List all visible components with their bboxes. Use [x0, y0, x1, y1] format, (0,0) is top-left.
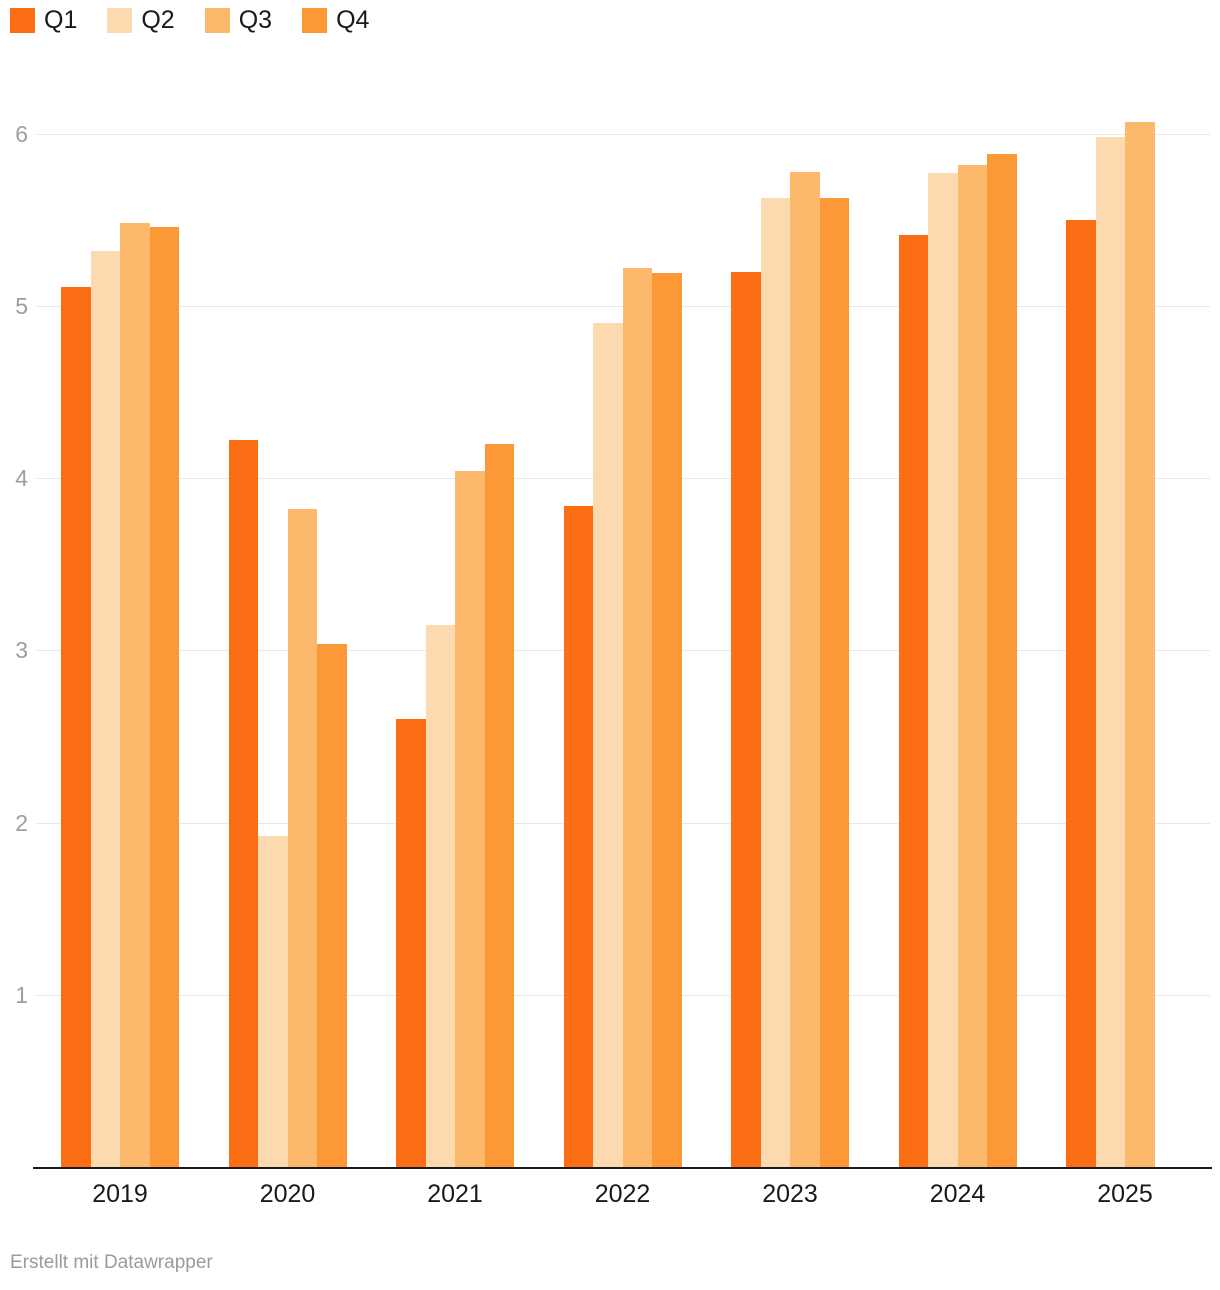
legend-swatch-q4: [302, 8, 328, 33]
legend-label-q1: Q1: [44, 6, 78, 34]
y-tick-label-2: 2: [15, 810, 28, 836]
bar-2023-q2[interactable]: [760, 197, 790, 1167]
legend-label-q4: Q4: [336, 6, 370, 34]
bar-2025-q3[interactable]: [1125, 121, 1155, 1167]
legend-item-q4[interactable]: Q4: [302, 8, 369, 33]
legend-label-q3: Q3: [238, 6, 273, 34]
x-tick-label-2023: 2023: [762, 1180, 818, 1208]
bar-2024-q3[interactable]: [957, 164, 987, 1167]
bar-2020-q2[interactable]: [258, 836, 288, 1167]
legend-swatch-q2: [107, 8, 133, 33]
bar-2021-q4[interactable]: [484, 443, 514, 1167]
legend-swatch-q3: [204, 8, 230, 33]
x-tick-label-2025: 2025: [1097, 1180, 1153, 1208]
bar-2020-q3[interactable]: [287, 509, 317, 1167]
legend-label-q2: Q2: [141, 6, 175, 34]
x-tick-label-2024: 2024: [929, 1180, 986, 1208]
bar-2022-q2[interactable]: [593, 323, 623, 1167]
bar-2025-q2[interactable]: [1095, 137, 1125, 1167]
bar-2020-q1[interactable]: [228, 440, 258, 1167]
bar-2023-q4[interactable]: [819, 197, 849, 1167]
x-axis-line: [33, 1167, 1212, 1169]
x-tick-label-2021: 2021: [427, 1180, 483, 1208]
x-tick-label-2020: 2020: [259, 1180, 316, 1208]
x-tick-label-2022: 2022: [594, 1180, 651, 1208]
legend-swatch-q1: [10, 8, 35, 33]
bar-2021-q1[interactable]: [396, 719, 426, 1167]
chart-legend: Q1 Q2 Q3 Q4: [10, 8, 369, 33]
y-tick-label-6: 6: [15, 121, 28, 147]
bar-2024-q1[interactable]: [898, 235, 928, 1167]
bar-2019-q4[interactable]: [149, 226, 179, 1167]
x-tick-label-2019: 2019: [92, 1180, 148, 1208]
legend-item-q2[interactable]: Q2: [107, 6, 175, 34]
legend-item-q1[interactable]: Q1: [10, 8, 77, 33]
y-tick-label-5: 5: [15, 293, 28, 319]
attribution-text: Erstellt mit Datawrapper: [10, 1252, 213, 1273]
bar-2019-q1[interactable]: [61, 287, 91, 1167]
bar-2023-q3[interactable]: [790, 171, 820, 1167]
bar-2024-q2[interactable]: [928, 173, 958, 1167]
bar-2025-q1[interactable]: [1066, 219, 1096, 1167]
y-tick-label-3: 3: [15, 637, 28, 663]
bar-2019-q3[interactable]: [120, 223, 150, 1167]
legend-item-q3[interactable]: Q3: [204, 6, 273, 34]
bar-2022-q3[interactable]: [622, 268, 652, 1167]
bar-2022-q1[interactable]: [563, 505, 593, 1167]
bar-2021-q2[interactable]: [425, 624, 455, 1167]
bar-2023-q1[interactable]: [731, 271, 761, 1167]
bar-2021-q3[interactable]: [455, 471, 485, 1167]
bar-2020-q4[interactable]: [317, 643, 347, 1167]
bar-2024-q4[interactable]: [987, 154, 1017, 1167]
gridline-6: [36, 134, 1210, 135]
bar-2019-q2[interactable]: [90, 250, 120, 1167]
bar-2022-q4[interactable]: [652, 273, 682, 1167]
y-tick-label-1: 1: [15, 982, 28, 1008]
y-tick-label-4: 4: [15, 465, 28, 491]
